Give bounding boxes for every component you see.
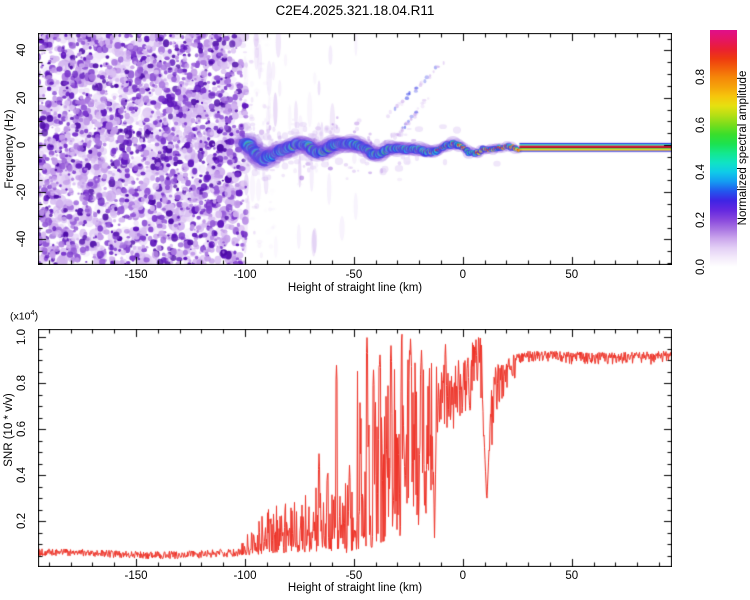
colorbar-tick-label: 0.2 [695, 211, 707, 228]
y-tick-label: 0.2 [16, 513, 28, 529]
snr-scale-prefix: (x10 [10, 310, 31, 323]
y-tick-label: 40 [16, 44, 28, 57]
x-tick-label: 0 [459, 570, 467, 582]
spectrogram-y-axis-label: Frequency (Hz) [4, 109, 16, 189]
colorbar-tick-label: 0.6 [695, 116, 707, 133]
snr-scale-suffix: ) [34, 310, 39, 323]
y-tick-label: 0 [16, 141, 28, 149]
colorbar-tick-label: 0.8 [695, 69, 707, 86]
spectrogram-canvas [38, 33, 672, 265]
snr-y-scale-multiplier: (x104) [10, 308, 38, 323]
y-tick-label: 20 [16, 91, 28, 105]
snr-scale-exponent: 4 [30, 308, 35, 317]
colorbar-gradient [710, 30, 737, 267]
y-tick-label: 0.8 [16, 375, 28, 392]
snr-line-chart-canvas [38, 329, 672, 567]
x-tick-label: -150 [124, 570, 148, 582]
colorbar-label: Normalized spectral amplitude [737, 70, 749, 226]
y-tick-label: -20 [16, 183, 28, 201]
x-tick-label: -100 [233, 269, 257, 281]
y-tick-label: 0.4 [16, 467, 28, 484]
x-tick-label: 0 [459, 269, 467, 281]
y-tick-label: -40 [16, 231, 28, 248]
snr-x-axis-label: Height of straight line (km) [287, 582, 423, 594]
x-tick-label: -150 [124, 269, 148, 281]
snr-y-axis-label: SNR (10 * v/v) [3, 393, 15, 467]
y-tick-label: 0.6 [16, 421, 28, 438]
spectrogram-x-axis-label: Height of straight line (km) [287, 282, 423, 294]
x-tick-label: -50 [345, 570, 363, 582]
colorbar-tick-label: 0.0 [695, 259, 707, 275]
x-tick-label: 50 [565, 570, 579, 582]
x-tick-label: -50 [345, 269, 363, 281]
colorbar-tick-label: 0.4 [695, 164, 707, 181]
y-tick-label: 1.0 [16, 329, 28, 346]
x-tick-label: 50 [565, 269, 579, 281]
x-tick-label: -100 [233, 570, 257, 582]
figure-title: C2E4.2025.321.18.04.R11 [275, 3, 435, 18]
